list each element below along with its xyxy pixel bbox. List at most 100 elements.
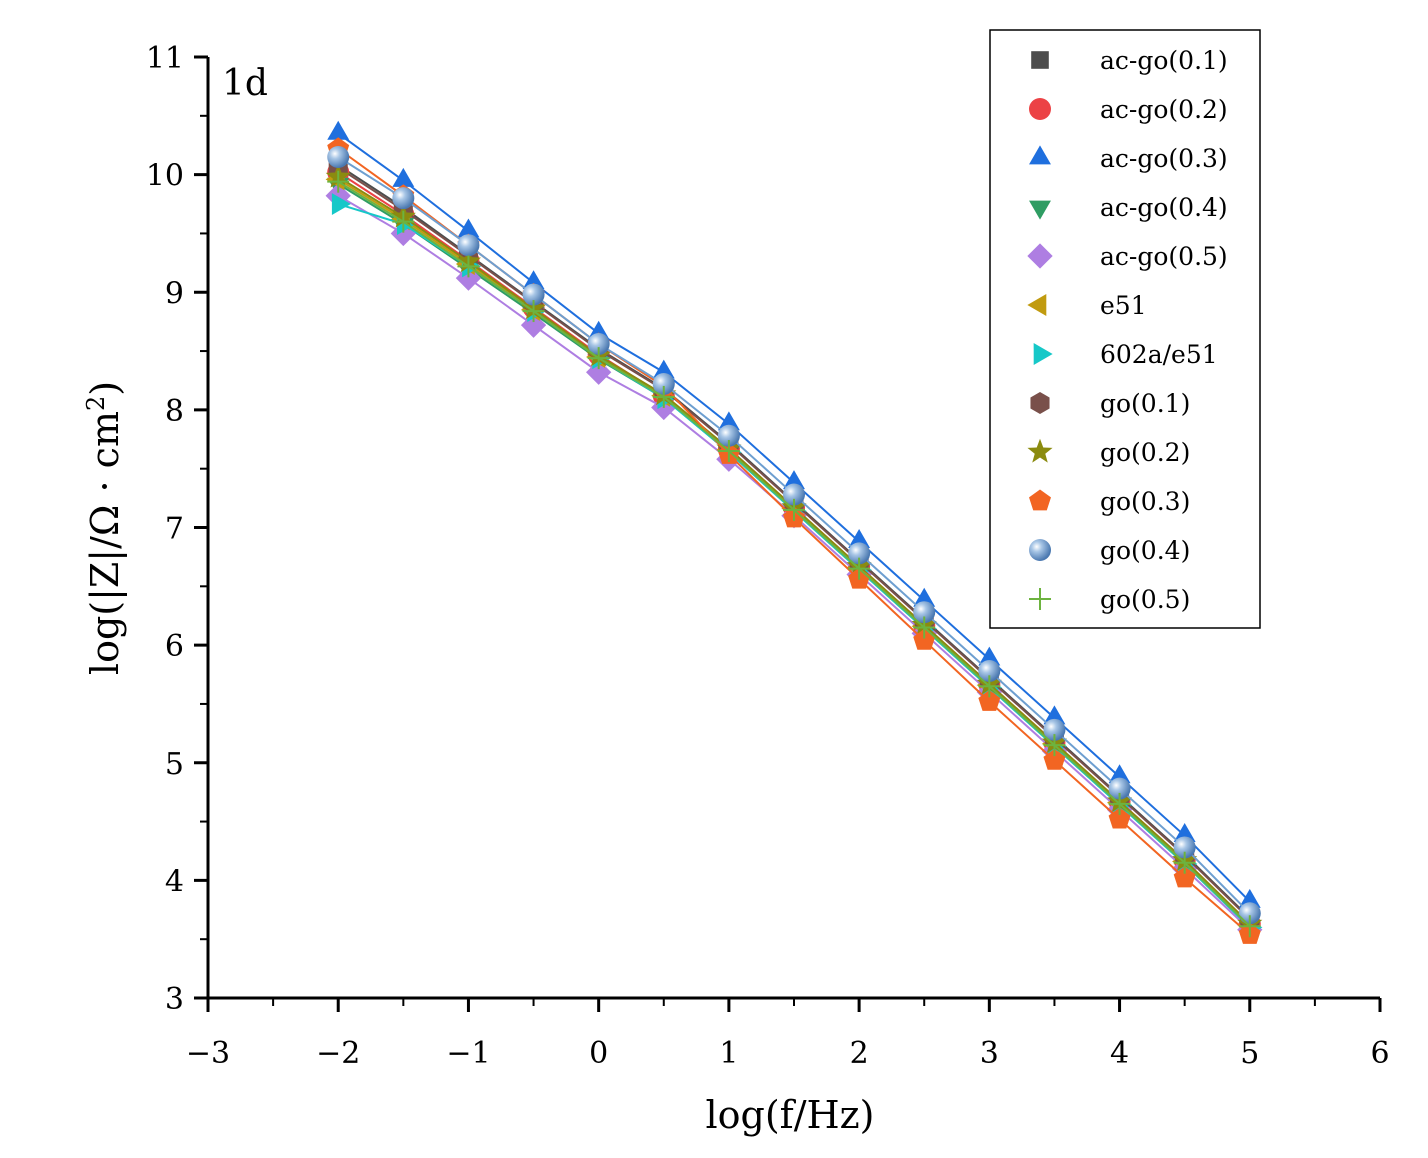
series-12-point [1108,792,1131,815]
legend-label: go(0.1) [1100,389,1190,418]
x-tick-label: 0 [589,1036,608,1071]
legend-item: 602a/e51 [1033,340,1218,369]
series-12-point [1238,915,1261,938]
legend-item: ac-go(0.1) [1031,46,1228,75]
y-tick-label: 5 [165,747,184,782]
y-tick-label: 6 [165,629,184,664]
legend-box [989,29,1261,629]
series-3-point [717,411,740,431]
x-tick-label: 2 [850,1036,869,1071]
x-tick-label: 3 [980,1036,999,1071]
series-5-point [520,312,547,338]
series-12-point [1043,734,1066,757]
x-tick-label: 4 [1110,1036,1129,1071]
y-tick-label: 10 [146,159,184,194]
legend-item: ac-go(0.2) [1029,95,1228,124]
y-axis-title-close: ) [83,381,127,396]
series-11-point [1043,718,1066,741]
y-tick-label: 7 [165,512,184,547]
x-axis-title: log(f/Hz) [705,1093,874,1137]
series-10-point [1043,748,1066,770]
x-tick-label: 5 [1240,1036,1259,1071]
series-3-point [392,167,415,187]
series-11-point [913,601,936,624]
series-11-point [652,373,675,395]
series-12-point [457,255,480,278]
series-11-point [848,542,871,565]
series-10-point [1108,807,1131,829]
legend-marker [1027,243,1053,269]
legend-item: ac-go(0.5) [1027,242,1228,271]
series-12-point [327,170,350,193]
x-tick-label: −2 [316,1036,360,1071]
series-3-point [652,359,675,379]
legend-item: go(0.4) [1029,536,1190,565]
series-3-point [522,270,545,290]
legend-marker [1027,438,1053,463]
legend-marker [1030,392,1050,414]
y-axis-title: log(|Z|/Ω · cm2) [82,381,127,675]
x-tick-label: −3 [186,1036,230,1071]
series-11-point [457,234,480,257]
y-axis-title-main: log(|Z|/Ω · cm [83,411,127,675]
series-11-point [522,283,545,306]
y-tick-label: 3 [165,982,184,1017]
series-12-point [587,347,610,370]
series-12-point [848,557,871,580]
y-tick-label: 9 [165,276,184,311]
legend-label: go(0.2) [1100,438,1190,467]
series-11-point [978,660,1001,682]
legend-marker [1033,343,1053,365]
legend-item: go(0.3) [1029,487,1190,516]
series-3-point [978,646,1001,666]
series-3-point [1173,823,1196,843]
series-11-point [1238,902,1261,925]
y-tick-label: 8 [165,394,184,429]
legend: ac-go(0.1) ac-go(0.2) ac-go(0.3) ac-go(0.4)… [989,29,1261,629]
series-12-point [717,440,740,463]
series-7-point [331,193,351,215]
series-3 [327,120,1261,908]
legend-marker [1029,539,1051,561]
axes: −3 −2 −1 0 1 2 3 4 5 6 3 4 5 6 7 8 9 10 11 [146,41,1390,1071]
legend-label: 602a/e51 [1100,340,1218,369]
series-12 [327,170,1261,938]
legend-marker [1027,294,1047,316]
legend-label: ac-go(0.4) [1100,193,1228,222]
series-3-point [1238,888,1261,908]
series-12-point [392,210,415,233]
legend-label: ac-go(0.3) [1100,144,1228,173]
series-11-point [327,145,350,168]
series-11 [327,145,1261,925]
y-tick-label: 11 [146,41,184,76]
series-5-point [586,359,612,385]
legend-item: go(0.5) [1029,585,1190,614]
series-12-point [978,675,1001,698]
series-3-point [848,528,871,548]
legend-item: go(0.2) [1027,438,1190,467]
legend-item: e51 [1027,291,1147,320]
legend-marker [1029,588,1051,610]
series-3-point [457,218,480,238]
series-11-point [587,333,610,355]
y-tick-label: 4 [165,864,184,899]
plot-area [325,120,1263,944]
legend-marker [1029,145,1051,165]
series-11-point [783,483,805,506]
y-axis-title-sup: 2 [82,396,110,411]
legend-label: go(0.5) [1100,585,1190,614]
legend-marker [1029,200,1051,220]
legend-marker [1029,98,1051,120]
legend-label: go(0.4) [1100,536,1190,565]
series-3-point [1043,705,1066,725]
legend-label: ac-go(0.5) [1100,242,1228,271]
panel-label: 1d [222,63,268,104]
legend-label: ac-go(0.2) [1100,95,1228,124]
series-12-point [652,385,675,408]
series-12-point [913,616,936,639]
legend-marker [1029,489,1051,511]
legend-item: ac-go(0.3) [1029,144,1228,173]
legend-item: go(0.1) [1030,389,1190,418]
series-3-point [1108,764,1131,784]
